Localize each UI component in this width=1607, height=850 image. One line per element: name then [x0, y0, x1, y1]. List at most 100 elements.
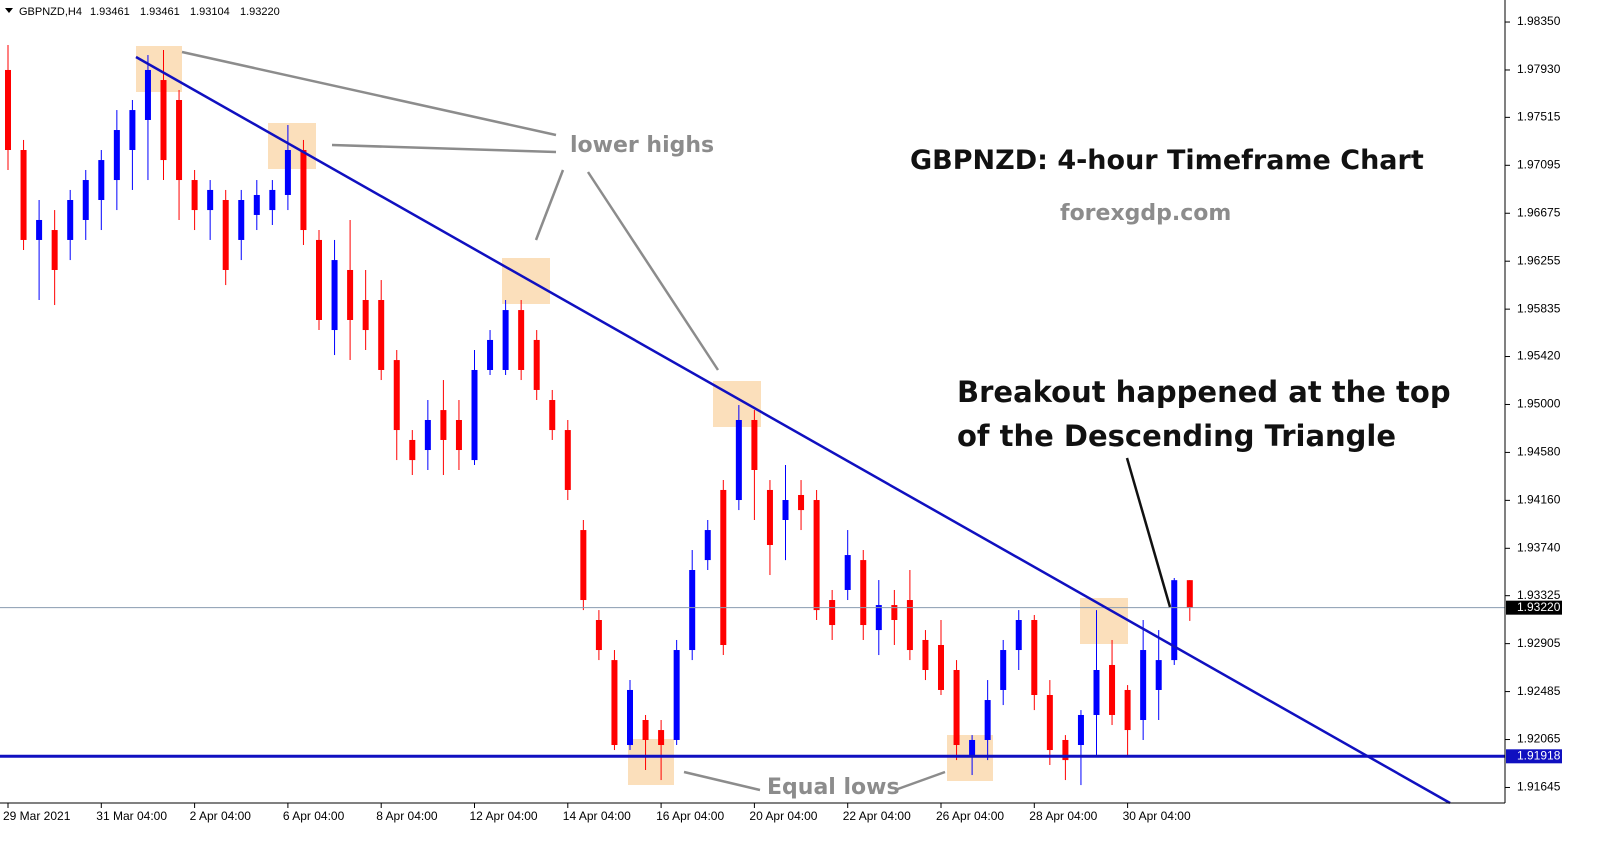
candle-body: [969, 739, 976, 756]
candle-body: [113, 130, 120, 181]
candle-body: [1015, 620, 1022, 651]
x-tick-label: 22 Apr 04:00: [843, 809, 911, 823]
candle-body: [844, 555, 851, 590]
candle-body: [160, 80, 167, 161]
high: 1.93461: [140, 6, 180, 18]
price-box: [1506, 600, 1562, 615]
support-label: 1.91918: [1517, 748, 1561, 762]
annotation: Breakout happened at the top: [957, 375, 1451, 409]
candle-body: [1046, 695, 1053, 751]
x-tick-label: 30 Apr 04:00: [1123, 809, 1191, 823]
candle-body: [751, 419, 758, 470]
candle-body: [378, 300, 385, 370]
candle-body: [766, 489, 773, 545]
candle-body: [1000, 650, 1007, 690]
candle-body: [689, 569, 696, 651]
candle-body: [564, 430, 571, 490]
highlight-box: [628, 739, 674, 785]
candle-body: [51, 230, 58, 270]
x-tick-label: 8 Apr 04:00: [376, 809, 438, 823]
candle-body: [67, 200, 74, 240]
y-tick-label: 1.92065: [1517, 732, 1561, 746]
candle-body: [735, 419, 742, 501]
candle-body: [409, 439, 416, 461]
highlight-box: [502, 258, 550, 304]
y-tick-label: 1.93325: [1517, 588, 1561, 602]
pointer: [1125, 457, 1172, 608]
plot: [0, 44, 1505, 786]
y-tick-label: 1.98350: [1517, 14, 1561, 28]
candle-body: [362, 300, 369, 331]
y-tick-label: 1.93740: [1517, 540, 1561, 554]
x-tick-label: 28 Apr 04:00: [1029, 809, 1097, 823]
candle-body: [533, 339, 540, 390]
annotation: Equal lows: [767, 775, 900, 800]
candle-body: [269, 189, 276, 211]
candle-body: [5, 69, 11, 151]
close: 1.93220: [240, 6, 280, 18]
candle-body: [798, 494, 805, 511]
candle-body: [938, 645, 944, 690]
candle-body: [704, 530, 711, 561]
candle-body: [331, 260, 338, 331]
candle-body: [144, 69, 151, 120]
candle-body: [580, 530, 587, 601]
candle-body: [658, 730, 665, 746]
candle-body: [502, 310, 509, 370]
pointer: [181, 50, 557, 137]
low: 1.93104: [190, 6, 230, 18]
pointer: [894, 770, 946, 792]
candle-body: [922, 639, 929, 671]
pointer: [331, 143, 557, 154]
candle-body: [300, 150, 307, 231]
candle-body: [1062, 739, 1069, 761]
annotation: lower highs: [570, 133, 714, 158]
pointer: [534, 169, 565, 241]
candle-body: [673, 650, 680, 740]
candle-body: [176, 100, 183, 181]
candle-body: [642, 720, 649, 740]
candle-body: [627, 689, 633, 746]
candle-body: [316, 239, 322, 320]
candle-body: [891, 605, 898, 621]
candle-body: [782, 500, 789, 520]
candle-body: [984, 700, 991, 740]
candle-body: [393, 360, 400, 431]
candle-body: [129, 110, 136, 151]
y-tick-label: 1.94160: [1517, 493, 1561, 507]
annotation: of the Descending Triangle: [957, 419, 1396, 453]
candle-body: [36, 219, 43, 240]
pointer: [683, 770, 761, 792]
y-tick-label: 1.92905: [1517, 636, 1561, 650]
y-tick-label: 1.91645: [1517, 780, 1561, 794]
candle-body: [1171, 580, 1178, 661]
pointers: [181, 50, 1172, 792]
x-tick-label: 31 Mar 04:00: [96, 809, 167, 823]
highlight-box: [1080, 598, 1128, 644]
candle-body: [875, 605, 882, 631]
candle-body: [595, 620, 602, 651]
candle-body: [455, 419, 462, 451]
candle-body: [1186, 580, 1193, 608]
candle-body: [611, 660, 618, 746]
support-box: [1506, 749, 1562, 764]
candle-body: [20, 150, 27, 240]
x-tick-label: 2 Apr 04:00: [190, 809, 252, 823]
candle-body: [440, 410, 447, 440]
candle-body: [813, 500, 820, 611]
y-tick-label: 1.95835: [1517, 301, 1561, 315]
candle-body: [953, 670, 960, 746]
y-tick-label: 1.95000: [1517, 397, 1561, 411]
x-tick-label: 26 Apr 04:00: [936, 809, 1004, 823]
candle-body: [860, 560, 867, 626]
candle-body: [424, 419, 431, 451]
highlights: [136, 46, 1128, 785]
candle-body: [829, 600, 836, 626]
y-tick-label: 1.92485: [1517, 684, 1561, 698]
candle-body: [253, 194, 260, 215]
chart-title: GBPNZD: 4-hour Timeframe Chart: [910, 145, 1424, 176]
candle-body: [284, 150, 291, 195]
y-tick-label: 1.97515: [1517, 110, 1561, 124]
